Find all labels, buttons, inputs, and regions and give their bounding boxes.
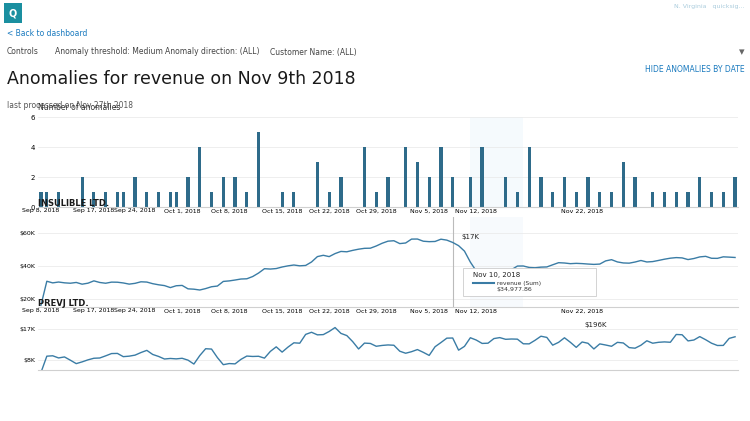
Bar [245, 192, 248, 207]
Bar [292, 192, 296, 207]
Text: Q: Q [9, 8, 17, 18]
Bar [470, 117, 524, 207]
Text: ABCO Daily Sales Report: ABCO Daily Sales Report [310, 8, 440, 18]
Bar [574, 192, 578, 207]
Bar [539, 177, 542, 207]
Bar [134, 177, 136, 207]
Text: Number of anomalies: Number of anomalies [38, 103, 120, 112]
Bar [374, 192, 378, 207]
Text: revenue (Sum): revenue (Sum) [496, 280, 541, 285]
Bar [451, 177, 454, 207]
Bar [622, 162, 625, 207]
Text: Anomalies for revenue on Nov 9th 2018: Anomalies for revenue on Nov 9th 2018 [7, 70, 356, 88]
Text: INSULIBLE LTD.: INSULIBLE LTD. [38, 199, 110, 208]
Bar [116, 192, 119, 207]
Bar [586, 177, 590, 207]
Bar [146, 192, 148, 207]
FancyBboxPatch shape [463, 268, 596, 296]
Bar [386, 177, 389, 207]
Bar [470, 217, 524, 307]
Bar [45, 192, 49, 207]
Text: Anomaly threshold: Medium: Anomaly threshold: Medium [55, 48, 163, 56]
Bar [80, 177, 84, 207]
Bar [198, 147, 202, 207]
Bar [122, 192, 125, 207]
Bar [175, 192, 178, 207]
Bar [674, 192, 678, 207]
Text: Controls: Controls [7, 48, 39, 56]
Text: HIDE ANOMALIES BY DATE: HIDE ANOMALIES BY DATE [645, 65, 745, 74]
Bar [527, 147, 531, 207]
Text: ▾: ▾ [740, 47, 745, 57]
Bar [551, 192, 554, 207]
Bar [104, 192, 107, 207]
Bar [339, 177, 343, 207]
Bar [92, 192, 95, 207]
Bar [210, 192, 213, 207]
Bar [187, 177, 190, 207]
Bar [651, 192, 654, 207]
Bar [440, 147, 442, 207]
Text: PREVJ LTD.: PREVJ LTD. [38, 299, 88, 309]
Text: Anomaly direction: (ALL): Anomaly direction: (ALL) [165, 48, 260, 56]
Bar [316, 162, 319, 207]
Bar [233, 177, 237, 207]
Bar [427, 177, 430, 207]
Bar [504, 177, 507, 207]
Bar [469, 177, 472, 207]
Bar [686, 192, 689, 207]
Bar [222, 177, 225, 207]
Text: $17K: $17K [461, 234, 479, 240]
Bar [734, 177, 736, 207]
Text: Nov 10, 2018: Nov 10, 2018 [473, 272, 520, 278]
Text: $196K: $196K [584, 322, 607, 328]
Bar [634, 177, 637, 207]
Bar [404, 147, 407, 207]
Text: < Back to dashboard: < Back to dashboard [7, 29, 87, 38]
FancyBboxPatch shape [4, 3, 22, 23]
Bar [280, 192, 284, 207]
Bar [416, 162, 419, 207]
Bar [328, 192, 331, 207]
Bar [562, 177, 566, 207]
Text: Customer Name: (ALL): Customer Name: (ALL) [270, 48, 357, 56]
Bar [363, 147, 366, 207]
Bar [516, 192, 519, 207]
Bar [57, 192, 60, 207]
Bar [710, 192, 713, 207]
Bar [157, 192, 160, 207]
Bar [663, 192, 666, 207]
Text: last processed on Nov 27th 2018: last processed on Nov 27th 2018 [7, 101, 133, 109]
Bar [39, 192, 43, 207]
Bar [481, 147, 484, 207]
Bar [169, 192, 172, 207]
Bar [722, 192, 725, 207]
Bar [698, 177, 701, 207]
Bar [598, 192, 602, 207]
Text: N. Virginia   quicksig...: N. Virginia quicksig... [674, 4, 745, 9]
Bar [610, 192, 614, 207]
Text: $34,977.86: $34,977.86 [496, 288, 532, 293]
Bar [257, 132, 260, 207]
